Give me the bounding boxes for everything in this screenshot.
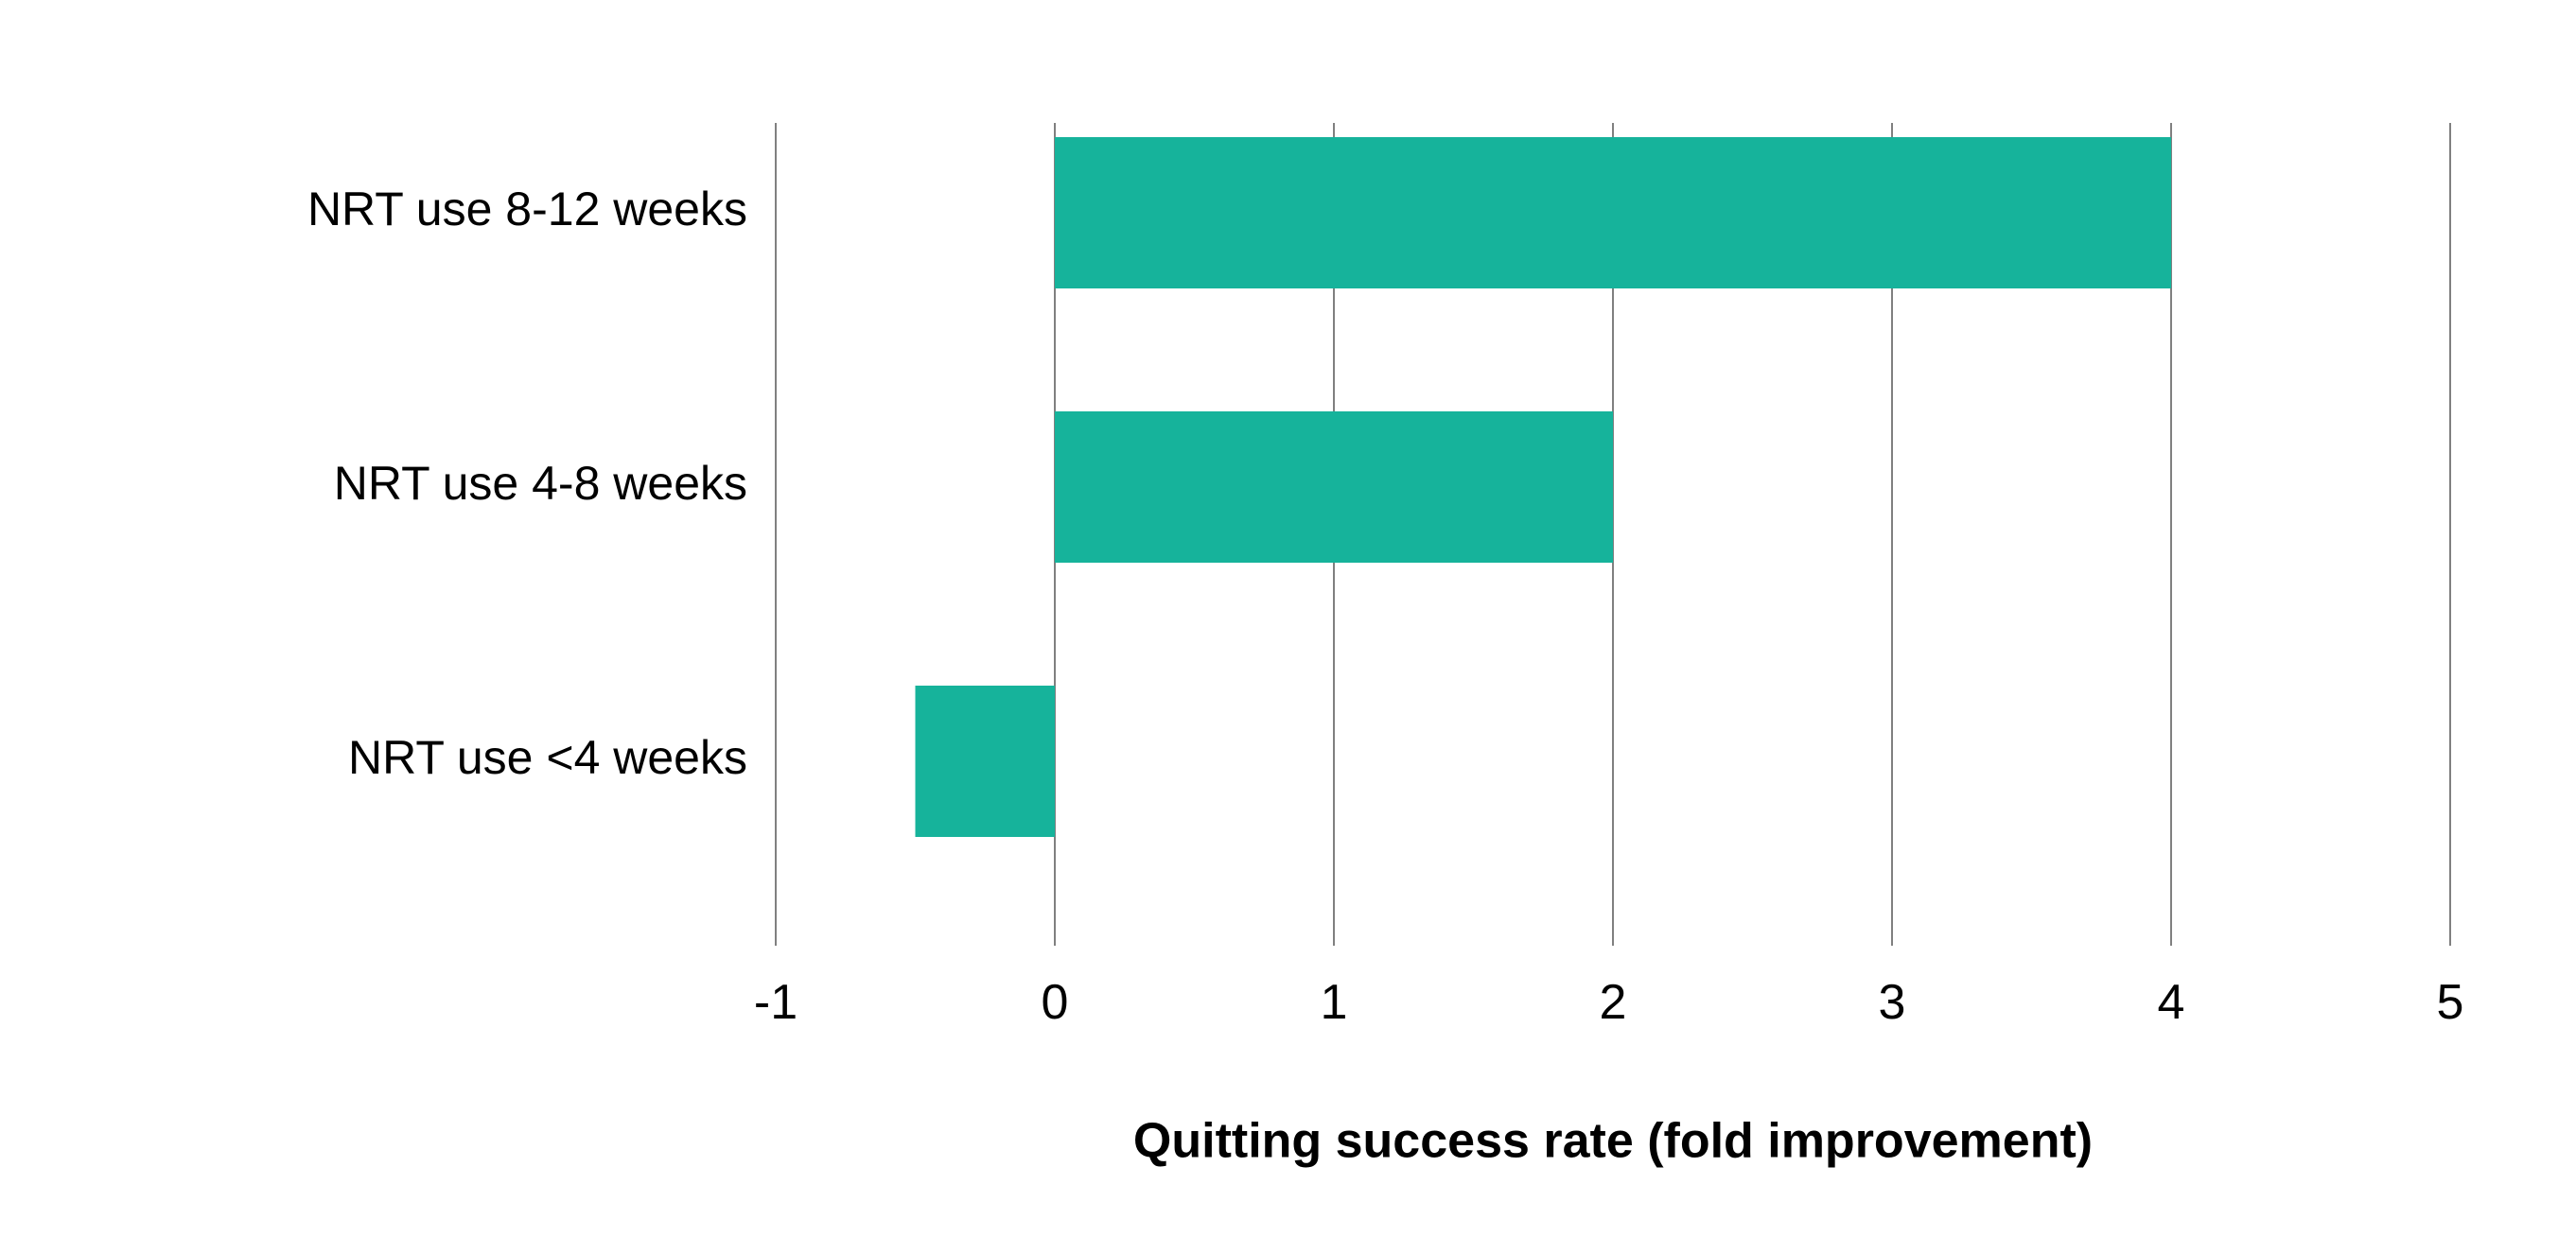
x-tick-label: -1	[754, 975, 797, 1030]
x-tick-label: 0	[1042, 975, 1069, 1030]
x-axis-title: Quitting success rate (fold improvement)	[1133, 1114, 2093, 1169]
bar-chart: NRT use 8-12 weeks NRT use 4-8 weeks NRT u…	[0, 0, 2576, 1254]
bar	[1055, 411, 1613, 563]
x-tick-label: 3	[1879, 975, 1906, 1030]
x-tick-label: 2	[1600, 975, 1627, 1030]
x-tick-label: 5	[2437, 975, 2464, 1030]
x-tick-label: 4	[2158, 975, 2185, 1030]
category-label: NRT use 4-8 weeks	[334, 457, 747, 510]
chart-container: NRT use 8-12 weeks NRT use 4-8 weeks NRT u…	[0, 0, 2576, 1254]
bar	[1055, 137, 2171, 288]
category-label: NRT use <4 weeks	[348, 731, 747, 784]
bar	[916, 686, 1056, 837]
x-tick-label: 1	[1321, 975, 1348, 1030]
category-label: NRT use 8-12 weeks	[307, 183, 747, 235]
